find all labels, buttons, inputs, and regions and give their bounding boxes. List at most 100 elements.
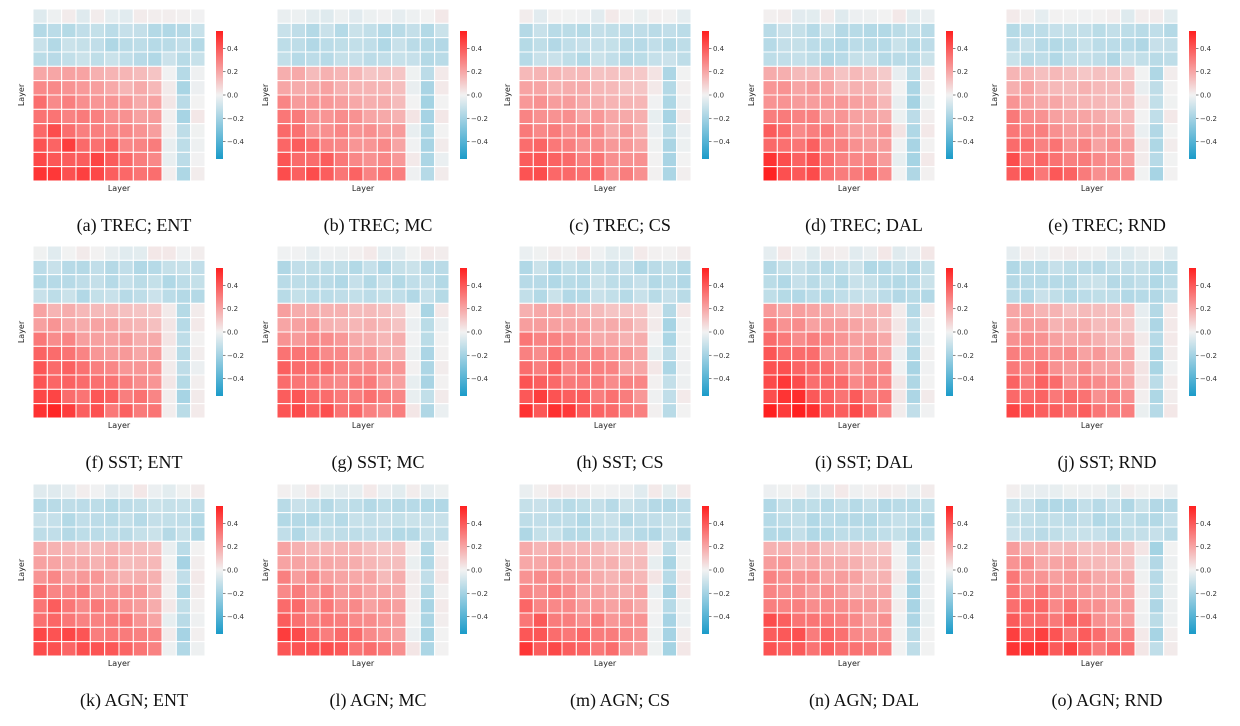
heatmap-cell bbox=[805, 374, 821, 390]
heatmap-cell bbox=[1120, 555, 1136, 571]
heatmap-cell bbox=[604, 512, 620, 528]
heatmap-cell bbox=[1163, 37, 1179, 53]
heatmap-cell bbox=[762, 108, 778, 125]
heatmap-cell bbox=[348, 512, 364, 528]
heatmap-cell bbox=[590, 388, 606, 405]
heatmap-cell bbox=[1148, 151, 1165, 168]
heatmap-cell bbox=[661, 612, 678, 628]
heatmap-cell bbox=[362, 374, 378, 390]
heatmap-cell bbox=[1077, 8, 1093, 24]
heatmap-cell bbox=[590, 569, 606, 585]
heatmap-cell bbox=[333, 331, 350, 347]
heatmap-cell bbox=[405, 51, 421, 67]
heatmap-cell bbox=[776, 302, 793, 319]
heatmap-cell bbox=[132, 302, 149, 319]
heatmap-cell bbox=[333, 598, 350, 614]
heatmap-cell bbox=[276, 108, 292, 125]
heatmap-cell bbox=[532, 598, 549, 614]
heatmap-cell bbox=[1105, 583, 1122, 600]
heatmap-cell bbox=[1163, 65, 1179, 82]
heatmap-cell bbox=[434, 626, 450, 643]
heatmap-cell bbox=[391, 331, 407, 347]
heatmap-cell bbox=[89, 245, 106, 261]
heatmap-cell bbox=[532, 65, 549, 82]
heatmap-cell bbox=[891, 166, 907, 182]
heatmap-cell bbox=[1019, 598, 1036, 614]
heatmap-cell bbox=[1048, 526, 1064, 542]
heatmap-cell bbox=[132, 245, 149, 261]
heatmap-cell bbox=[590, 497, 606, 514]
heatmap-cell bbox=[590, 288, 606, 304]
heatmap-cell bbox=[1062, 22, 1079, 39]
heatmap-cell bbox=[604, 641, 620, 657]
heatmap-cell bbox=[1120, 123, 1136, 139]
heatmap-cell bbox=[518, 259, 534, 276]
heatmap-cell bbox=[561, 641, 577, 657]
heatmap-cell bbox=[834, 626, 850, 643]
heatmap-cell bbox=[1005, 80, 1021, 96]
heatmap-cell bbox=[604, 22, 620, 39]
heatmap-cell bbox=[1148, 497, 1165, 514]
heatmap-cell bbox=[190, 583, 206, 600]
heatmap-cell bbox=[104, 598, 120, 614]
heatmap-cell bbox=[132, 403, 149, 419]
heatmap-cell bbox=[405, 583, 421, 600]
heatmap-cell bbox=[1105, 526, 1122, 542]
heatmap-cell bbox=[175, 259, 192, 276]
heatmap-cell bbox=[118, 51, 134, 67]
heatmap-cell bbox=[805, 555, 821, 571]
heatmap-cell bbox=[819, 526, 836, 542]
heatmap-cell bbox=[319, 374, 335, 390]
heatmap-cell bbox=[419, 626, 436, 643]
heatmap-cell bbox=[276, 80, 292, 96]
heatmap-cell bbox=[1163, 598, 1179, 614]
heatmap-cell bbox=[862, 626, 879, 643]
heatmap-cell bbox=[391, 388, 407, 405]
heatmap-cell bbox=[604, 555, 620, 571]
heatmap-cell bbox=[1005, 612, 1021, 628]
heatmap-cell bbox=[1019, 374, 1036, 390]
heatmap-cell bbox=[190, 569, 206, 585]
heatmap-cell bbox=[276, 641, 292, 657]
heatmap-cell bbox=[848, 583, 864, 600]
heatmap-cell bbox=[305, 569, 321, 585]
heatmap-cell bbox=[1048, 108, 1064, 125]
heatmap-cell bbox=[762, 51, 778, 67]
heatmap-cell bbox=[1091, 612, 1107, 628]
heatmap-cell bbox=[1019, 151, 1036, 168]
heatmap-cell bbox=[877, 51, 893, 67]
heatmap-cell bbox=[1005, 512, 1021, 528]
heatmap-cell bbox=[333, 641, 350, 657]
colorbar-tick-label: −0.4 bbox=[957, 375, 975, 383]
heatmap-cell bbox=[862, 151, 879, 168]
heatmap-cell bbox=[1005, 345, 1021, 362]
heatmap-cell bbox=[905, 569, 922, 585]
heatmap-cell bbox=[604, 497, 620, 514]
heatmap-cell bbox=[319, 151, 335, 168]
heatmap-cell bbox=[633, 331, 649, 347]
heatmap-cell bbox=[805, 626, 821, 643]
heatmap-cell bbox=[618, 166, 635, 182]
heatmap-cell bbox=[647, 123, 663, 139]
heatmap-cell bbox=[1105, 65, 1122, 82]
heatmap-cell bbox=[791, 317, 807, 333]
heatmap-cell bbox=[434, 245, 450, 261]
heatmap-cell bbox=[604, 288, 620, 304]
heatmap-cell bbox=[75, 540, 91, 557]
heatmap-cell bbox=[661, 94, 678, 110]
heatmap-cell bbox=[434, 108, 450, 125]
heatmap-cell bbox=[604, 526, 620, 542]
heatmap-cell bbox=[348, 569, 364, 585]
heatmap-cell bbox=[1077, 51, 1093, 67]
heatmap-cell bbox=[405, 22, 421, 39]
heatmap-cell bbox=[434, 22, 450, 39]
heatmap-cell bbox=[161, 497, 177, 514]
heatmap-cell bbox=[547, 166, 563, 182]
heatmap-cell bbox=[862, 108, 879, 125]
heatmap-cell bbox=[1091, 22, 1107, 39]
heatmap-cell bbox=[61, 274, 77, 290]
heatmap-cell bbox=[161, 288, 177, 304]
heatmap-cell bbox=[175, 245, 192, 261]
heatmap-cell bbox=[604, 317, 620, 333]
heatmap-cell bbox=[877, 512, 893, 528]
